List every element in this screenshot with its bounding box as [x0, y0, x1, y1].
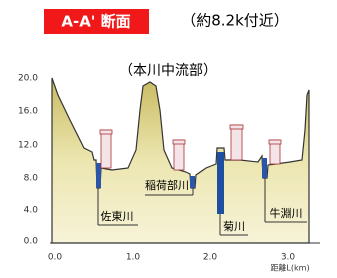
- water: [96, 163, 101, 188]
- river-label: 稲荷部川: [145, 178, 189, 192]
- x-tick-label: 0.0: [48, 253, 63, 263]
- y-tick-label: 4.0: [24, 206, 39, 216]
- y-tick-label: 8.0: [24, 174, 39, 184]
- cross-section-diagram: A-A' 断面 （約8.2k付近） （本川中流部） 佐東川 稲荷部川 菊川 牛淵…: [0, 0, 337, 274]
- x-tick-label: 2.0: [203, 253, 218, 263]
- river-label: 佐東川: [101, 209, 134, 223]
- x-axis-label: 距離L(km): [270, 263, 309, 273]
- section-label: （本川中流部）: [119, 63, 217, 79]
- y-tick-label: 0.0: [24, 237, 39, 247]
- title: A-A' 断面: [61, 13, 130, 31]
- subtitle: （約8.2k付近）: [181, 12, 289, 30]
- y-tick-label: 12.0: [18, 141, 38, 151]
- river-label: 牛淵川: [270, 206, 303, 220]
- river-label: 菊川: [223, 220, 245, 233]
- water: [190, 176, 195, 188]
- x-tick-label: 3.0: [281, 253, 296, 263]
- x-tick-label: 1.0: [126, 253, 141, 263]
- y-tick-label: 16.0: [18, 107, 38, 117]
- y-tick-label: 20.0: [18, 74, 38, 84]
- water: [217, 152, 224, 214]
- water: [262, 158, 267, 178]
